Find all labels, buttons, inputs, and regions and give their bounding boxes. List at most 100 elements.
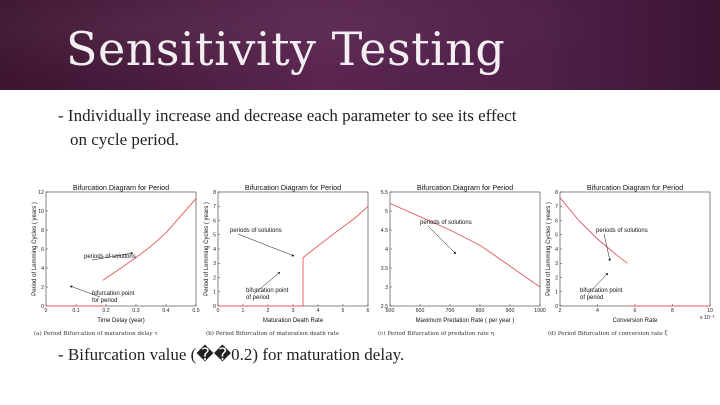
plot-frame [45, 191, 197, 307]
y-tick-label: 5 [555, 233, 558, 239]
x-tick-label: 0.5 [192, 308, 199, 314]
annotation-label: bifurcation point of period [580, 288, 623, 301]
x-tick-label: 0.1 [72, 308, 79, 314]
annotation-arrow [91, 252, 134, 261]
y-tick-label: 2 [555, 275, 558, 281]
y-axis-label: Period of Lemming Cycles ( years ) [546, 202, 552, 296]
y-tick-label: 5 [213, 233, 216, 239]
y-tick-label: 7 [555, 204, 558, 210]
bullet-1-line-2: on cycle period. [70, 130, 180, 149]
chart-panel-a: Bifurcation Diagram for Period 0 0.1 0.2 0.3… [32, 182, 207, 342]
chart-3: Bifurcation Diagram for Period 2 4 6 8 10 0 1 2 3… [546, 183, 715, 337]
annotation-label: periods of solutions [230, 228, 282, 234]
x-tick-label: 0 [217, 308, 220, 314]
y-tick-label: 6 [41, 247, 44, 253]
x-tick-label: 900 [506, 308, 515, 314]
chart-0: Bifurcation Diagram for Period 0 0.1 0.2 0.3… [32, 183, 200, 337]
y-tick-label: 3.5 [381, 266, 388, 272]
y-tick-label: 4 [41, 266, 44, 272]
y-tick-label: 5 [385, 209, 388, 215]
chart-1: Bifurcation Diagram for Period 0 1 2 3 4 5 6 0 1 2… [204, 183, 370, 337]
annotation-arrow [603, 233, 611, 262]
bullet-point-2: - Bifurcation value (��0.2) for maturati… [58, 345, 405, 364]
annotation-label: bifurcation point of period [246, 288, 289, 301]
series-line [302, 205, 369, 258]
x-axis-label: Time Delay (year) [97, 318, 144, 324]
y-tick-label: 4 [555, 247, 558, 253]
series-line [389, 202, 541, 288]
y-tick-label: 0 [555, 304, 558, 310]
y-tick-label: 1 [213, 290, 216, 296]
y-tick-label: 2 [213, 275, 216, 281]
y-tick-label: 1 [555, 290, 558, 296]
y-tick-label: 3 [555, 261, 558, 267]
x-tick-label: 4 [596, 308, 599, 314]
x-tick-label: 800 [476, 308, 485, 314]
y-axis-label: Period of Lemming Cycles ( years ) [204, 202, 210, 296]
y-tick-label: 2 [41, 285, 44, 291]
x-tick-label: 1000 [534, 308, 546, 314]
plot-frame [559, 191, 711, 307]
chart-2: Bifurcation Diagram for Period 500 600 700 8… [378, 183, 546, 337]
figure-caption: (a) Period Bifurcation of maturation del… [34, 330, 158, 337]
chart-title: Bifurcation Diagram for Period [73, 183, 169, 192]
plot-frame [217, 191, 369, 307]
chart-panel-b: Bifurcation Diagram for Period 0 1 2 3 4 5 6 0 1 2… [204, 182, 379, 342]
chart-title: Bifurcation Diagram for Period [417, 183, 513, 192]
bullet-point-1: - Individually increase and decrease eac… [58, 104, 678, 152]
chart-panel-d: Bifurcation Diagram for Period 2 4 6 8 10 0 1 2 3… [546, 182, 720, 342]
annotation-label: periods of solutions [84, 254, 136, 260]
plot-frame [389, 191, 541, 307]
y-tick-label: 0 [213, 304, 216, 310]
annotation-arrow [253, 271, 281, 295]
x-tick-label: 3 [292, 308, 295, 314]
bullet-1-line-1: - Individually increase and decrease eac… [58, 106, 517, 125]
annotation-arrow [587, 272, 609, 295]
y-tick-label: 10 [38, 209, 44, 215]
y-tick-label: 2.5 [381, 304, 388, 310]
x-tick-label: 4 [317, 308, 320, 314]
annotation-arrow [237, 233, 295, 257]
x-axis-label: Maximum Predation Rate ( per year ) [416, 318, 515, 324]
y-tick-label: 4.5 [381, 228, 388, 234]
y-tick-label: 0 [41, 304, 44, 310]
x-tick-label: 2 [267, 308, 270, 314]
figure-caption: (d) Period Bifurcation of conversion rat… [548, 330, 668, 337]
figure-caption: (c) Period Bifurcation of predation rate… [378, 330, 494, 337]
series-line [102, 198, 197, 281]
chart-title: Bifurcation Diagram for Period [587, 183, 683, 192]
x-axis-multiplier: x 10⁻³ [700, 315, 715, 321]
x-tick-label: 6 [367, 308, 370, 314]
x-tick-label: 600 [416, 308, 425, 314]
x-axis-label: Maturation Death Rate [263, 318, 324, 324]
series-line [559, 197, 628, 264]
x-tick-label: 0.2 [102, 308, 109, 314]
x-tick-label: 0.4 [162, 308, 169, 314]
slide-title: Sensitivity Testing [66, 22, 506, 76]
annotation-label: bifurcation point for period [92, 291, 135, 304]
x-tick-label: 500 [386, 308, 395, 314]
y-tick-label: 3 [385, 285, 388, 291]
x-tick-label: 0.3 [132, 308, 139, 314]
y-tick-label: 5.5 [381, 190, 388, 196]
annotation-arrow [69, 285, 101, 298]
x-tick-label: 700 [446, 308, 455, 314]
title-banner [0, 0, 720, 90]
y-tick-label: 8 [41, 228, 44, 234]
annotation-label: periods of solutions [420, 220, 472, 226]
x-tick-label: 2 [559, 308, 562, 314]
y-tick-label: 4 [213, 247, 216, 253]
y-axis-label: Period of Lemming Cycles ( years ) [32, 202, 38, 296]
x-axis-label: Conversion Rate [613, 318, 658, 324]
y-tick-label: 12 [38, 190, 44, 196]
chart-title: Bifurcation Diagram for Period [245, 183, 341, 192]
annotation-arrow [427, 225, 457, 255]
y-tick-label: 7 [213, 204, 216, 210]
x-tick-label: 6 [634, 308, 637, 314]
annotation-label: periods of solutions [596, 228, 648, 234]
x-tick-label: 5 [342, 308, 345, 314]
y-tick-label: 8 [555, 190, 558, 196]
y-tick-label: 8 [213, 190, 216, 196]
chart-panel-c: Bifurcation Diagram for Period 500 600 700 8… [378, 182, 551, 342]
x-tick-label: 8 [671, 308, 674, 314]
